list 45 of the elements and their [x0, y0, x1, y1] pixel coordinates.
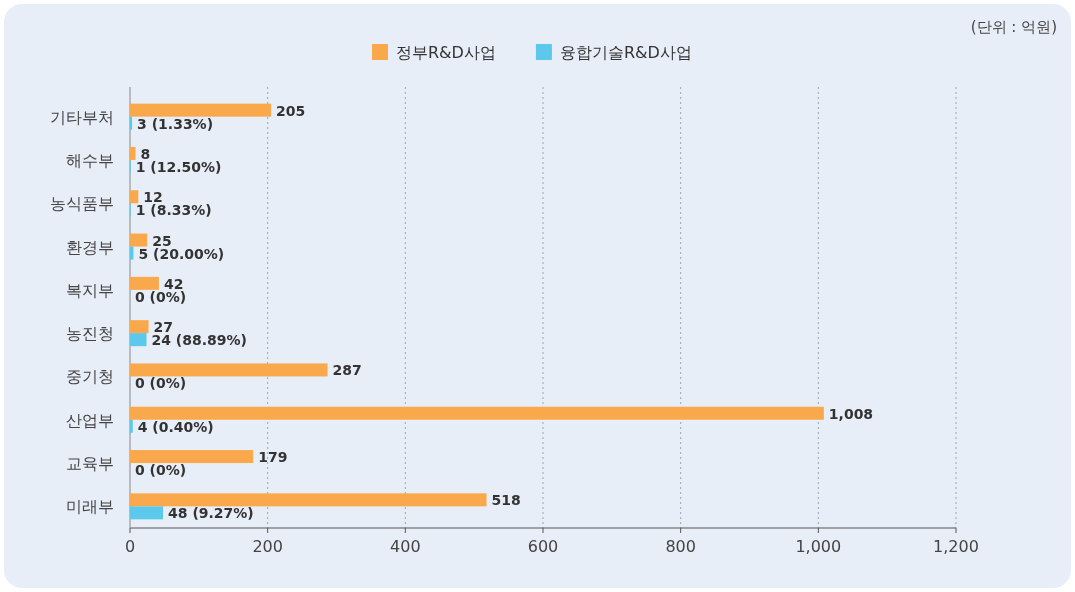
data-label: 0 (0%) [135, 462, 187, 479]
x-tick-label: 400 [390, 537, 421, 556]
y-tick-label: 산업부 [66, 410, 114, 430]
y-tick-label: 복지부 [66, 280, 114, 300]
bar [130, 406, 824, 420]
legend-label: 정부R&D사업 [396, 43, 496, 62]
legend-label: 융합기술R&D사업 [559, 43, 692, 62]
bar [130, 276, 159, 290]
y-tick-label: 미래부 [66, 497, 114, 517]
y-tick-label: 해수부 [66, 150, 114, 170]
data-label: 0 (0%) [135, 375, 187, 392]
bar [130, 450, 254, 464]
bar [130, 103, 272, 117]
y-tick-label: 기타부처 [50, 107, 114, 127]
data-label: 179 [258, 449, 288, 466]
x-tick-label: 1,200 [933, 537, 979, 556]
bar [130, 146, 136, 160]
bar [130, 320, 149, 334]
bar [130, 333, 147, 347]
bar [130, 493, 487, 507]
x-tick-label: 200 [252, 537, 283, 556]
data-label: 1 (8.33%) [135, 202, 212, 219]
data-label: 4 (0.40%) [137, 418, 214, 435]
y-tick-label: 농진청 [66, 324, 114, 344]
data-label: 205 [276, 102, 306, 119]
x-tick-label: 0 [124, 537, 136, 556]
bar [130, 506, 164, 520]
data-label: 1,008 [828, 405, 874, 422]
bar [130, 190, 139, 204]
data-label: 3 (1.33%) [137, 115, 214, 132]
x-tick-label: 600 [527, 537, 559, 556]
x-tick-label: 1,000 [795, 537, 842, 556]
x-tick-label: 800 [665, 537, 696, 556]
y-tick-label: 교육부 [66, 454, 114, 474]
data-label: 518 [491, 492, 521, 509]
bar [130, 419, 133, 433]
bar [130, 363, 328, 377]
y-tick-label: 중기청 [66, 367, 114, 387]
data-label: 48 (9.27%) [168, 505, 254, 522]
bar [130, 116, 133, 130]
text: (단위 : 억원) [970, 18, 1057, 36]
y-tick-label: 환경부 [66, 237, 114, 257]
y-tick-label: 농식품부 [50, 194, 114, 214]
bar [130, 233, 148, 247]
data-label: 287 [332, 362, 362, 379]
